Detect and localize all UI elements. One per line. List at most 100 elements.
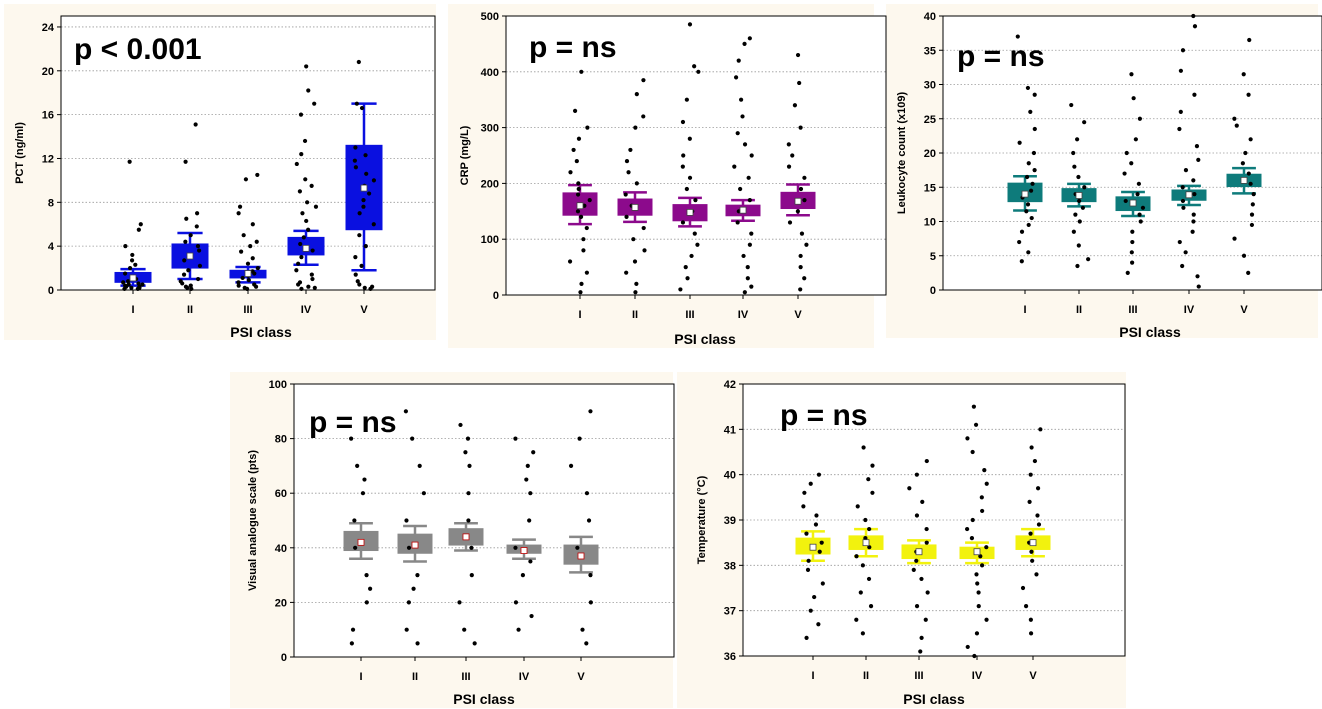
vas-data-point [349, 641, 354, 646]
pct-data-point [127, 265, 133, 271]
vas-data-point [466, 491, 471, 496]
pct-data-point [367, 191, 372, 196]
leuko-data-point [1194, 144, 1200, 149]
vas-data-point [588, 600, 593, 605]
vas-data-point [458, 422, 463, 428]
leuko-median-marker [1021, 190, 1029, 198]
leuko-ytick-label: 5 [930, 251, 936, 263]
temp-data-point [911, 567, 916, 572]
leuko-data-point [1076, 174, 1081, 180]
pct-data-point [133, 262, 138, 267]
pct-ytick-label: 20 [42, 66, 54, 78]
crp-ytick-label: 200 [481, 178, 499, 190]
leuko-data-point [1243, 150, 1248, 156]
pct-data-point [136, 281, 141, 286]
leuko-data-point [1240, 161, 1245, 166]
vas-data-point [520, 573, 526, 578]
crp-data-point [742, 290, 747, 295]
crp-data-point [576, 181, 581, 186]
leuko-data-point [1248, 181, 1253, 186]
temp-data-point [924, 540, 929, 545]
temp-data-point [808, 481, 813, 486]
leuko-xtick-label: V [1240, 304, 1248, 316]
vas-data-point [584, 491, 590, 496]
temp-x-axis-label: PSI class [903, 691, 965, 707]
vas-plot-frame [293, 383, 675, 658]
pct-data-point [252, 282, 257, 287]
pct-data-point [359, 263, 364, 268]
crp-xtick-label: II [632, 309, 638, 321]
vas-data-point [469, 573, 474, 578]
crp-data-point [571, 147, 576, 153]
crp-data-point [641, 78, 646, 83]
vas-data-point [349, 436, 354, 441]
crp-data-point [680, 164, 685, 169]
temp-data-point [1029, 445, 1034, 450]
crp-ytick-label: 300 [481, 123, 499, 135]
crp-data-point [741, 253, 746, 259]
pct-data-point [183, 239, 188, 244]
crp-data-point [738, 186, 743, 192]
leuko-x-axis-label: PSI class [1119, 324, 1181, 340]
temp-data-point [854, 617, 859, 622]
crp-data-point [747, 242, 752, 247]
pct-data-point [304, 218, 309, 224]
leuko-data-point [1191, 212, 1196, 217]
crp-data-point [749, 153, 754, 158]
pct-ytick-label: 4 [48, 241, 55, 253]
crp-data-point [687, 136, 692, 141]
crp-data-point [568, 170, 573, 175]
pct-data-point [357, 233, 362, 238]
temp-p-value: p = ns [780, 399, 868, 432]
pct-data-point [312, 285, 317, 290]
vas-data-point [575, 545, 580, 550]
pct-ytick-label: 24 [42, 22, 55, 34]
crp-data-point [579, 281, 584, 286]
temp-data-point [854, 554, 859, 559]
pct-data-point [241, 233, 246, 238]
leuko-ytick-label: 25 [924, 114, 936, 126]
vas-ytick-label: 40 [275, 543, 287, 555]
pct-data-point [298, 112, 304, 117]
vas-data-point [417, 463, 422, 468]
crp-data-point [802, 175, 807, 180]
pct-data-point [250, 222, 255, 227]
leuko-data-point [1192, 192, 1197, 197]
leuko-data-point [1129, 161, 1134, 166]
temp-data-point [860, 631, 865, 636]
pct-median-marker [129, 274, 137, 282]
pct-data-point [255, 265, 260, 271]
temp-ytick-label: 37 [724, 606, 736, 618]
crp-data-point [804, 242, 809, 247]
vas-data-point [527, 518, 532, 523]
temp-data-point [919, 635, 924, 640]
pct-data-point [122, 271, 128, 276]
leuko-ytick-label: 15 [924, 182, 936, 194]
crp-data-point [624, 270, 629, 275]
pct-data-point [183, 159, 188, 164]
crp-data-point [798, 125, 803, 130]
vas-data-point [588, 573, 593, 578]
pct-data-point [364, 171, 369, 176]
pct-data-point [362, 285, 367, 290]
leuko-data-point [1138, 219, 1143, 224]
leuko-data-point [1135, 192, 1140, 197]
temp-data-point [925, 590, 930, 595]
pct-data-point [304, 64, 309, 69]
leuko-data-point [1026, 222, 1031, 228]
vas-data-point [467, 463, 472, 468]
crp-data-point [628, 147, 633, 153]
pct-data-point [297, 280, 303, 285]
leuko-p-value: p = ns [957, 40, 1045, 73]
crp-data-point [681, 153, 686, 158]
pct-data-point [248, 244, 253, 249]
temp-median-marker [1029, 539, 1037, 547]
crp-data-point [733, 75, 739, 80]
temp-data-point [816, 622, 821, 627]
temp-data-point [971, 404, 976, 409]
temp-xtick-label: III [914, 670, 923, 682]
crp-median-marker [739, 206, 747, 214]
crp-data-point [642, 248, 647, 253]
vas-data-point [525, 463, 530, 468]
pct-data-point [310, 276, 315, 282]
